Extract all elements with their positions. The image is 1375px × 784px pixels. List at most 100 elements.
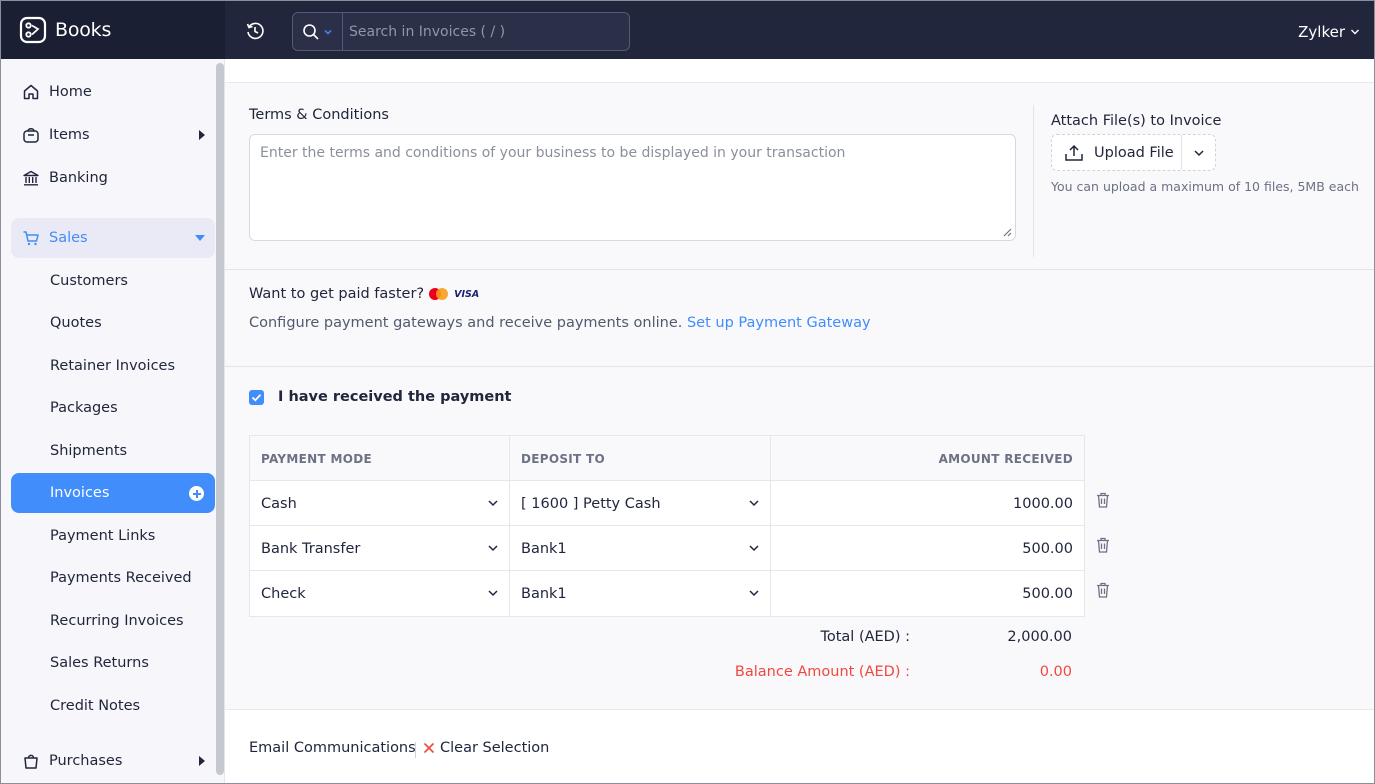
home-icon <box>21 82 41 102</box>
chevron-down-icon <box>488 545 498 552</box>
table-row: Check Bank1 500.00 <box>250 571 1084 616</box>
payment-mode-select[interactable]: Check <box>250 571 510 616</box>
deposit-to-select[interactable]: [ 1600 ] Petty Cash <box>510 481 771 526</box>
add-invoice-icon[interactable] <box>189 486 204 501</box>
cart-icon <box>21 228 41 248</box>
email-communications-label: Email Communications <box>249 740 416 756</box>
payments-table: PAYMENT MODE DEPOSIT TO AMOUNT RECEIVED … <box>249 435 1085 617</box>
sidebar-subitem-packages[interactable]: Packages <box>50 400 118 416</box>
sidebar-subitem-payments-received[interactable]: Payments Received <box>50 570 192 586</box>
payment-received-label: I have received the payment <box>278 389 512 405</box>
sidebar-subitem-quotes[interactable]: Quotes <box>50 315 102 331</box>
sidebar-subitem-retainer-invoices[interactable]: Retainer Invoices <box>50 358 176 374</box>
app-name: Books <box>55 19 112 41</box>
sidebar-item-home[interactable]: Home <box>11 72 215 112</box>
books-logo-icon <box>19 16 47 44</box>
chevron-down-icon <box>1193 149 1204 156</box>
table-row: Cash [ 1600 ] Petty Cash 1000.00 <box>250 481 1084 526</box>
resize-handle-icon[interactable] <box>1002 227 1012 237</box>
chevron-down-icon <box>749 545 759 552</box>
bank-icon <box>21 168 41 188</box>
amount-received-input[interactable]: 500.00 <box>1022 540 1073 557</box>
sidebar-subitem-invoices[interactable]: Invoices <box>11 473 215 513</box>
sidebar-subitem-shipments[interactable]: Shipments <box>50 443 128 459</box>
divider <box>225 366 1374 367</box>
divider <box>415 742 416 758</box>
sidebar-subitem-customers[interactable]: Customers <box>50 273 128 289</box>
sidebar-item-banking[interactable]: Banking <box>11 158 215 198</box>
payment-mode-select[interactable]: Bank Transfer <box>250 526 510 571</box>
clear-selection-button[interactable]: Clear Selection <box>423 740 549 756</box>
search-input[interactable] <box>343 13 629 50</box>
sidebar-item-label: Home <box>49 84 92 100</box>
items-bag-icon <box>21 125 41 145</box>
sidebar-scrollbar[interactable] <box>216 63 224 775</box>
setup-payment-gateway-link[interactable]: Set up Payment Gateway <box>686 315 871 331</box>
bottom-section <box>225 709 1374 783</box>
terms-textarea[interactable] <box>249 134 1016 241</box>
upload-file-label: Upload File <box>1094 144 1174 161</box>
brand[interactable]: Books <box>1 1 225 59</box>
clear-selection-label: Clear Selection <box>440 740 550 756</box>
payment-received-checkbox[interactable] <box>249 390 264 405</box>
trash-icon[interactable] <box>1096 537 1110 553</box>
sidebar-subitem-sales-returns[interactable]: Sales Returns <box>50 655 149 671</box>
payment-mode-value: Cash <box>261 495 297 512</box>
sidebar-subitem-payment-links[interactable]: Payment Links <box>50 528 156 544</box>
sidebar: Home Items Banking Sales Customers Quote… <box>1 59 225 783</box>
balance-label: Balance Amount (AED) : <box>734 664 910 680</box>
amount-received-input[interactable]: 1000.00 <box>1013 495 1073 512</box>
payment-mode-select[interactable]: Cash <box>250 481 510 526</box>
top-strip <box>225 59 1374 83</box>
upload-file-main[interactable]: Upload File <box>1052 135 1182 170</box>
sidebar-item-sales[interactable]: Sales <box>11 218 215 258</box>
chevron-down-icon <box>1351 29 1359 35</box>
close-icon <box>423 742 435 754</box>
column-header-amount-received: AMOUNT RECEIVED <box>938 451 1073 466</box>
sidebar-item-label: Sales <box>49 230 88 246</box>
gateway-question: Want to get paid faster? VISA <box>249 286 479 302</box>
mastercard-icon <box>429 288 449 300</box>
org-switcher[interactable]: Zylker <box>1298 23 1360 41</box>
visa-icon: VISA <box>454 288 480 300</box>
chevron-down-icon <box>324 29 332 35</box>
search-bar <box>292 12 630 51</box>
sidebar-subitem-credit-notes[interactable]: Credit Notes <box>50 698 141 714</box>
upload-options-dropdown[interactable] <box>1182 147 1215 159</box>
column-header-payment-mode: PAYMENT MODE <box>250 436 510 481</box>
payment-mode-value: Bank Transfer <box>261 540 361 557</box>
divider <box>1033 105 1034 257</box>
payment-mode-value: Check <box>261 585 306 602</box>
chevron-down-icon <box>488 500 498 507</box>
top-bar: Books Zylker <box>1 1 1374 59</box>
divider <box>225 269 1374 270</box>
deposit-to-select[interactable]: Bank1 <box>510 526 771 571</box>
sidebar-subitem-recurring-invoices[interactable]: Recurring Invoices <box>50 613 184 629</box>
sidebar-item-label: Invoices <box>50 485 110 501</box>
upload-hint: You can upload a maximum of 10 files, 5M… <box>1051 179 1359 194</box>
sidebar-item-label: Purchases <box>49 753 123 769</box>
caret-down-icon <box>195 235 205 241</box>
deposit-to-value: [ 1600 ] Petty Cash <box>521 495 661 512</box>
total-value: 2,000.00 <box>1007 629 1072 645</box>
table-header-row: PAYMENT MODE DEPOSIT TO AMOUNT RECEIVED <box>250 436 1084 481</box>
main-content: Terms & Conditions Attach File(s) to Inv… <box>225 59 1374 783</box>
balance-value: 0.00 <box>1039 664 1072 680</box>
column-header-deposit-to: DEPOSIT TO <box>510 436 771 481</box>
total-label: Total (AED) : <box>820 629 910 645</box>
sidebar-item-items[interactable]: Items <box>11 115 215 155</box>
chevron-down-icon <box>749 500 759 507</box>
sidebar-item-purchases[interactable]: Purchases <box>11 741 215 781</box>
recent-history-icon[interactable] <box>245 21 265 41</box>
chevron-right-icon <box>199 756 205 766</box>
chevron-down-icon <box>749 590 759 597</box>
trash-icon[interactable] <box>1096 492 1110 508</box>
table-row: Bank Transfer Bank1 500.00 <box>250 526 1084 571</box>
trash-icon[interactable] <box>1096 582 1110 598</box>
checkmark-icon <box>251 394 262 402</box>
amount-received-input[interactable]: 500.00 <box>1022 585 1073 602</box>
gateway-description-text: Configure payment gateways and receive p… <box>249 315 683 331</box>
deposit-to-select[interactable]: Bank1 <box>510 571 771 616</box>
search-filter-button[interactable] <box>293 13 343 50</box>
